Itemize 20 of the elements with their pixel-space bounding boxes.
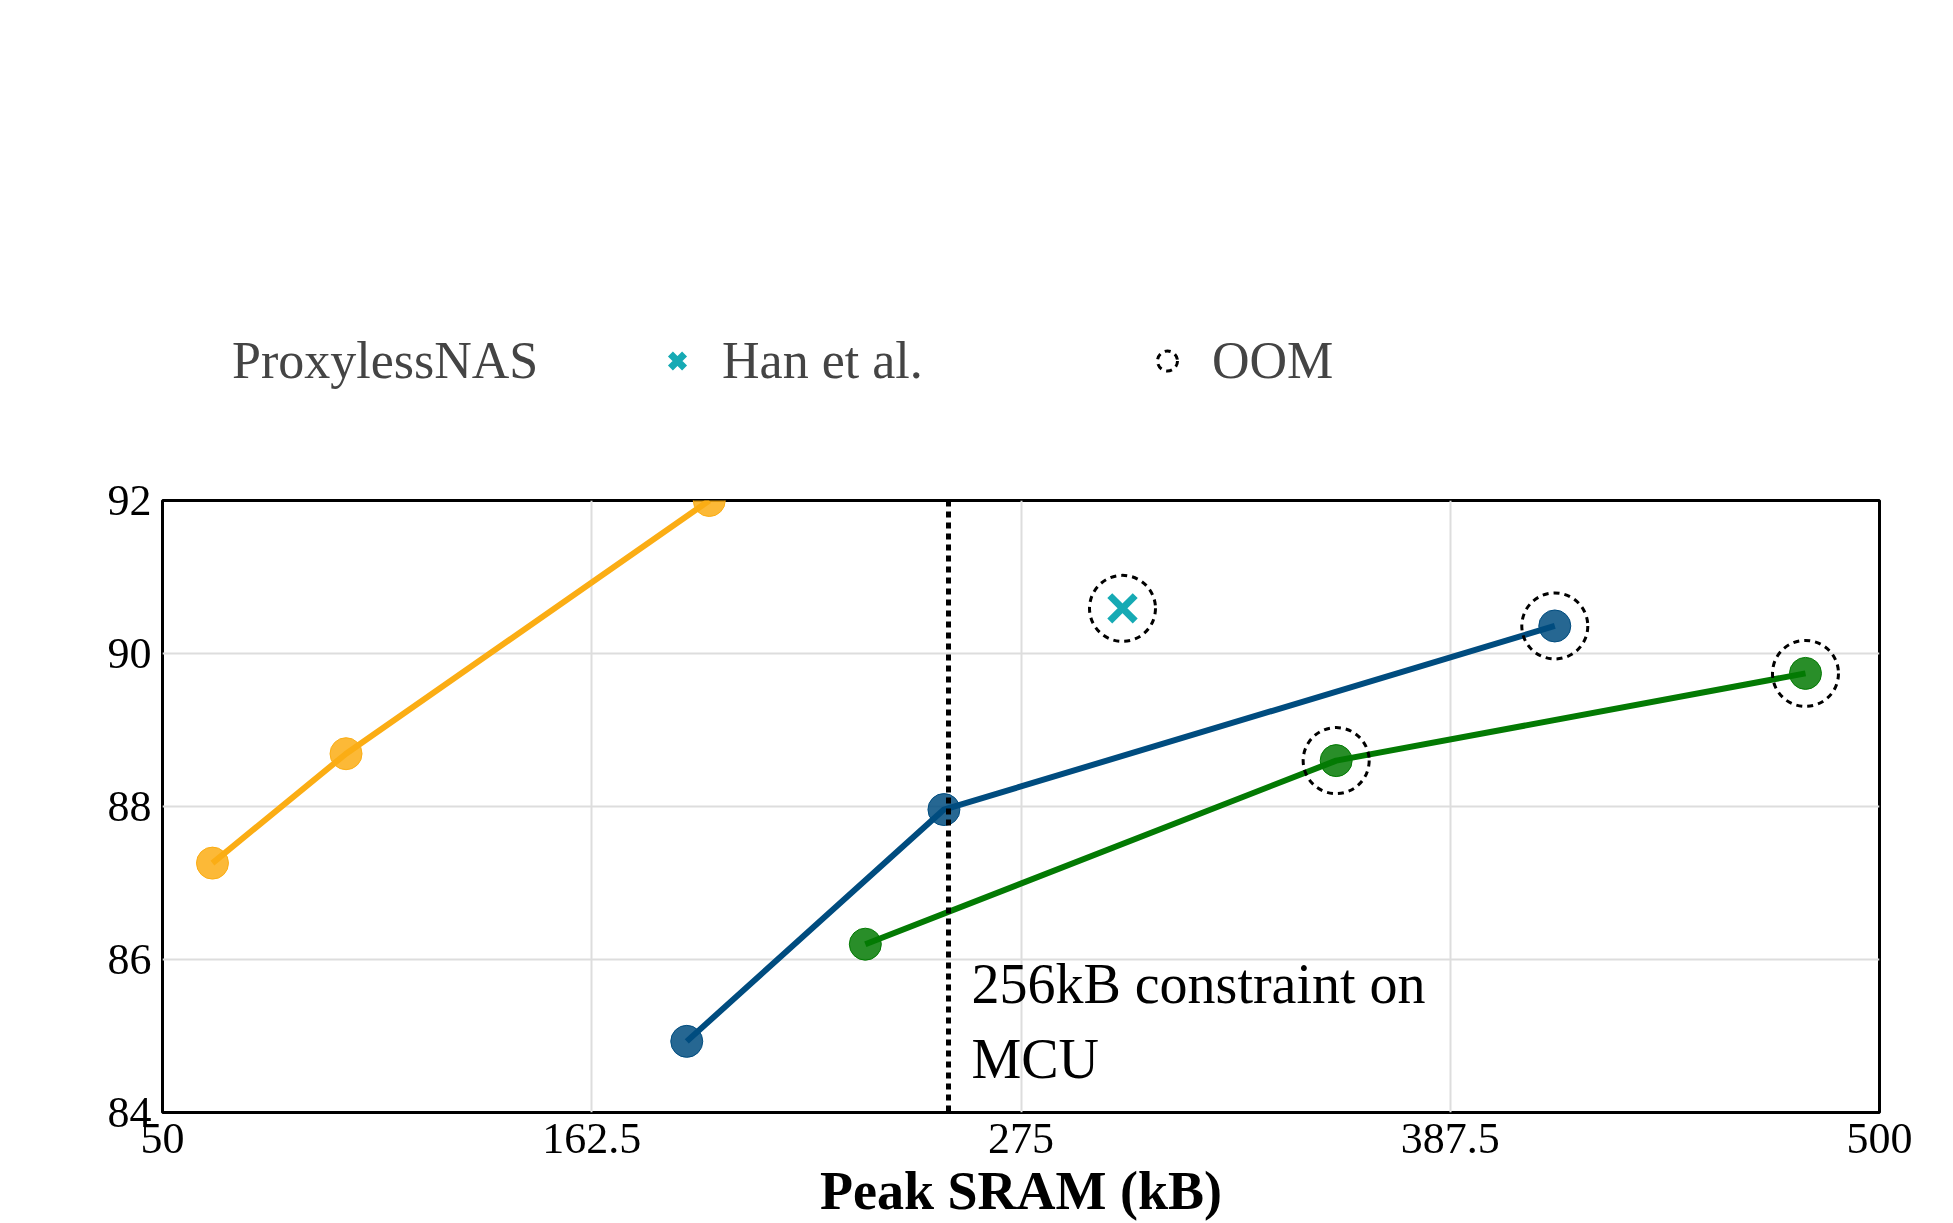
legend-title: ProxylessNAS	[232, 330, 540, 390]
x-tick-label: 387.5	[1400, 1113, 1500, 1163]
point	[848, 927, 882, 961]
point	[195, 846, 229, 880]
y-tick-label: 90	[107, 629, 152, 678]
point	[1520, 591, 1590, 661]
x-tick-label: 500	[1846, 1113, 1913, 1163]
point	[1770, 638, 1840, 708]
point	[1301, 726, 1371, 796]
y-tick-label: 92	[107, 476, 152, 525]
legend-label: Han et al.	[722, 330, 924, 390]
x-tick-label: 162.5	[542, 1113, 642, 1163]
y-tick-label: 86	[107, 935, 152, 984]
x-axis-title: Peak SRAM (kB)	[820, 1160, 1222, 1221]
x-tick-label: 275	[988, 1113, 1054, 1163]
point	[670, 1024, 704, 1058]
point	[1087, 573, 1157, 643]
y-tick-label: 88	[107, 782, 152, 831]
legend-label: OOM	[1212, 330, 1335, 390]
ref-line-label: 256kB constraint on MCU	[971, 953, 1426, 1090]
